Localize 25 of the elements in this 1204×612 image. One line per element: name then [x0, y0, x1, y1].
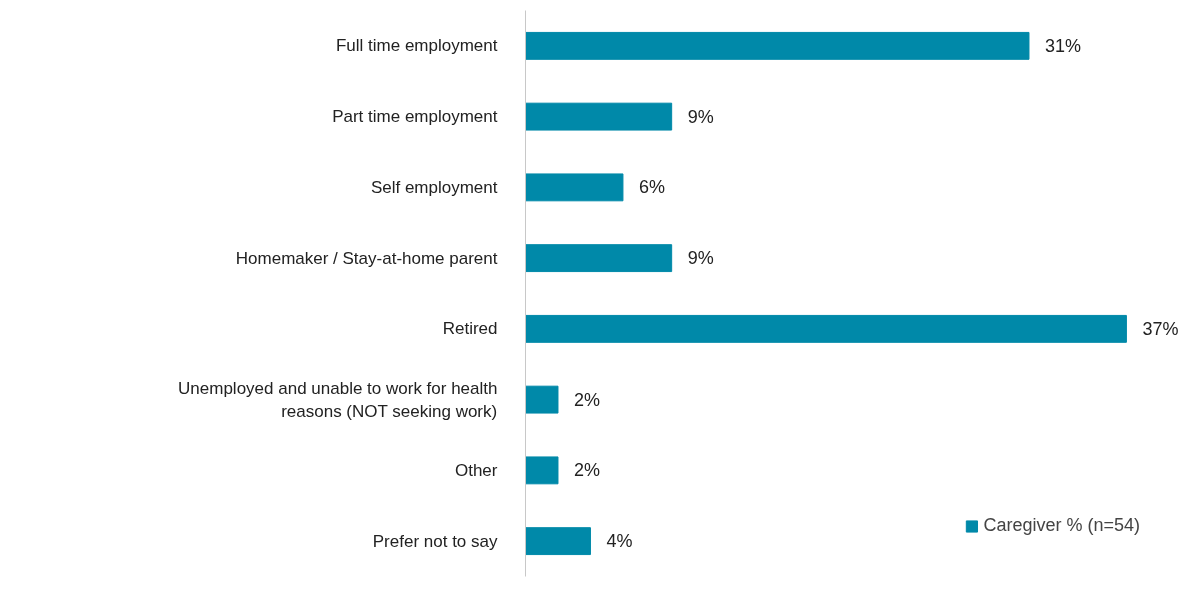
bar: [525, 244, 673, 273]
data-label: 9%: [687, 248, 714, 269]
data-label: 6%: [638, 177, 665, 198]
bar: [525, 102, 673, 131]
y-tick-label: Unemployed and unable to work for health reasons (NOT seeking work): [178, 378, 498, 421]
data-label: 2%: [573, 460, 600, 481]
y-tick-label: Self employment: [370, 177, 498, 197]
y-tick-label: Prefer not to say: [372, 531, 498, 551]
data-label: 37%: [1142, 318, 1179, 339]
y-tick-label: Part time employment: [332, 107, 498, 127]
y-tick-label: Other: [454, 460, 498, 480]
bar: [525, 527, 591, 556]
data-label: 2%: [573, 389, 600, 410]
bar: [525, 456, 559, 485]
y-tick-label: Full time employment: [335, 36, 498, 56]
y-tick-label: Retired: [442, 319, 498, 339]
bar: [525, 31, 1030, 60]
y-tick-label: Homemaker / Stay-at-home parent: [235, 248, 498, 268]
bar: [525, 173, 624, 202]
bar: [525, 314, 1127, 343]
data-label: 9%: [687, 106, 714, 127]
bar: [525, 385, 559, 414]
data-label: 31%: [1044, 35, 1081, 56]
legend-label: Caregiver % (n=54): [983, 515, 1140, 536]
data-label: 4%: [606, 531, 633, 552]
